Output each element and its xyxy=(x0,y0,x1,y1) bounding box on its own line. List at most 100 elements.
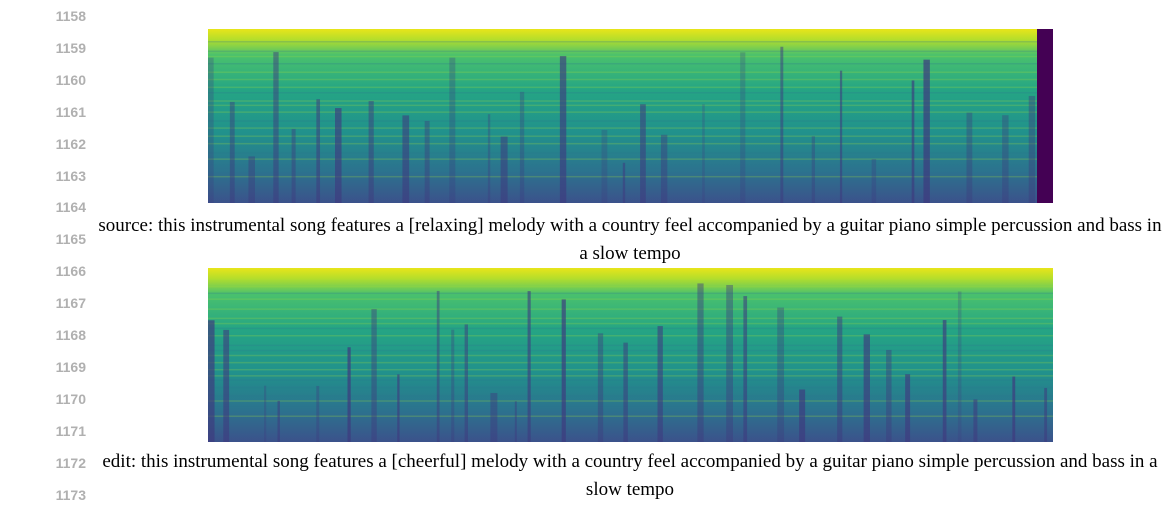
texture xyxy=(966,113,972,203)
texture xyxy=(912,80,915,203)
texture xyxy=(335,108,342,203)
texture xyxy=(488,114,490,203)
texture xyxy=(958,291,962,442)
texture xyxy=(208,323,1053,325)
figure-caption: source: this instrumental song features … xyxy=(95,212,1165,268)
texture xyxy=(425,121,430,203)
texture xyxy=(208,379,1053,381)
texture xyxy=(208,58,214,203)
texture xyxy=(872,159,876,203)
texture xyxy=(623,343,627,442)
line-number: 1161 xyxy=(40,104,86,120)
spectrogram xyxy=(208,29,1053,203)
texture xyxy=(1012,377,1015,442)
texture xyxy=(369,101,374,203)
texture xyxy=(264,386,266,442)
texture xyxy=(799,390,805,442)
line-number: 1160 xyxy=(40,72,86,88)
texture xyxy=(702,104,705,203)
texture xyxy=(273,52,278,203)
texture xyxy=(371,309,376,442)
texture xyxy=(402,115,409,203)
texture xyxy=(347,347,350,442)
texture xyxy=(923,60,929,203)
texture xyxy=(208,41,1053,43)
texture xyxy=(465,324,468,442)
line-number: 1159 xyxy=(40,40,86,56)
texture xyxy=(208,350,1053,352)
texture xyxy=(208,355,1053,357)
texture xyxy=(812,136,815,203)
texture xyxy=(780,47,783,203)
texture xyxy=(208,293,1053,295)
line-number: 1172 xyxy=(40,455,86,471)
texture xyxy=(658,326,663,442)
texture xyxy=(208,280,1053,282)
texture xyxy=(661,135,667,203)
texture xyxy=(230,102,235,203)
texture xyxy=(208,320,215,442)
texture xyxy=(886,350,891,442)
texture xyxy=(740,52,745,203)
texture xyxy=(208,286,1053,288)
texture xyxy=(623,163,625,203)
texture xyxy=(277,401,279,442)
texture xyxy=(864,334,870,442)
texture xyxy=(208,345,1053,347)
line-number: 1163 xyxy=(40,168,86,184)
texture xyxy=(973,399,977,442)
texture xyxy=(208,395,1053,397)
line-number: 1165 xyxy=(40,231,86,247)
texture xyxy=(316,386,319,442)
line-number: 1169 xyxy=(40,359,86,375)
texture xyxy=(726,285,733,442)
page: 1158 1159 1160 1161 1162 1163 1164 1165 1166 1167… xyxy=(0,0,1165,506)
figure-caption: edit: this instrumental song features a … xyxy=(95,448,1165,504)
texture xyxy=(490,393,497,442)
texture xyxy=(223,330,229,442)
texture xyxy=(520,92,524,203)
texture xyxy=(208,51,1053,53)
texture xyxy=(602,130,608,203)
texture xyxy=(743,296,747,442)
texture xyxy=(697,283,703,442)
line-number: 1164 xyxy=(40,199,86,215)
texture xyxy=(316,99,320,203)
texture xyxy=(562,299,566,442)
spectrogram xyxy=(208,268,1053,442)
texture xyxy=(837,317,842,442)
texture xyxy=(208,298,1053,300)
texture xyxy=(1037,29,1053,203)
texture xyxy=(208,387,1053,389)
line-number: 1173 xyxy=(40,487,86,503)
texture xyxy=(397,374,399,442)
texture xyxy=(1002,115,1008,203)
texture xyxy=(208,362,1053,364)
line-number: 1166 xyxy=(40,263,86,279)
texture xyxy=(208,335,1053,337)
texture xyxy=(208,56,1053,58)
texture xyxy=(640,104,646,203)
texture xyxy=(1044,388,1047,442)
texture xyxy=(437,291,440,442)
texture xyxy=(905,374,910,442)
texture xyxy=(248,156,255,203)
texture xyxy=(1029,96,1035,203)
texture xyxy=(208,415,1053,417)
texture xyxy=(451,330,454,442)
texture xyxy=(560,56,566,203)
line-number: 1170 xyxy=(40,391,86,407)
texture xyxy=(598,333,603,442)
line-number: 1162 xyxy=(40,136,86,152)
line-number: 1158 xyxy=(40,8,86,24)
texture xyxy=(208,407,1053,409)
line-number: 1167 xyxy=(40,295,86,311)
line-number: 1171 xyxy=(40,423,86,439)
texture xyxy=(208,318,1053,320)
texture xyxy=(449,58,455,203)
texture xyxy=(943,320,947,442)
line-number: 1168 xyxy=(40,327,86,343)
texture xyxy=(501,137,508,203)
texture xyxy=(515,401,517,442)
texture xyxy=(208,375,1053,377)
